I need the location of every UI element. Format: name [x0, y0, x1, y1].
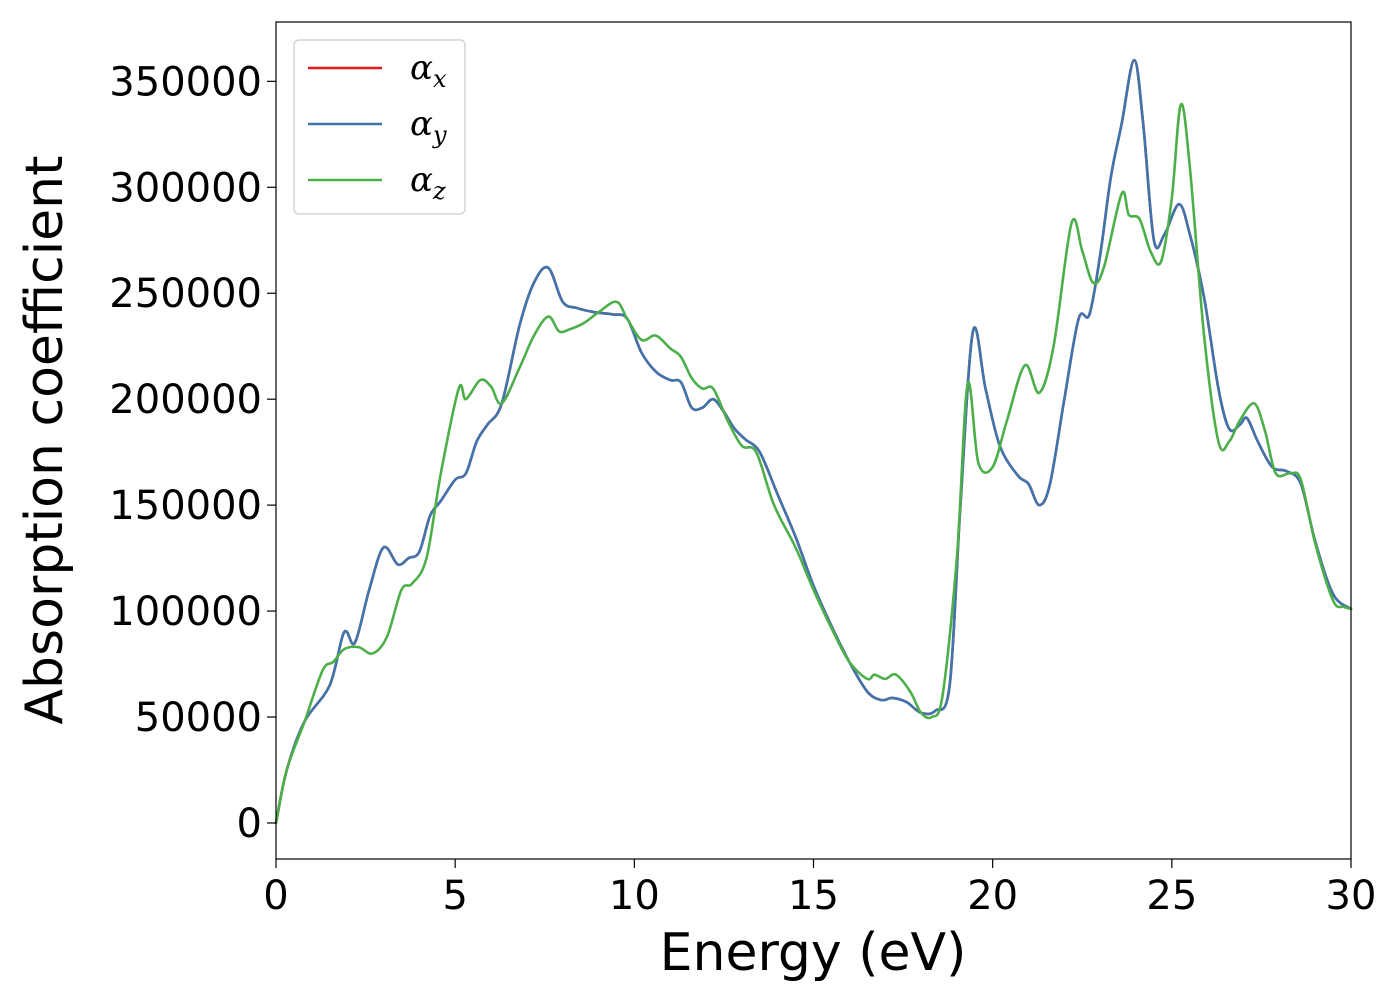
y-tick-label: 150000 — [109, 483, 262, 529]
y-tick-label: 200000 — [109, 377, 262, 423]
x-axis-title: Energy (eV) — [660, 923, 967, 983]
y-tick-label: 0 — [237, 801, 262, 847]
x-tick-label: 10 — [609, 873, 660, 919]
y-tick-label: 100000 — [109, 589, 262, 635]
series-line-z — [274, 102, 1353, 825]
x-tick-label: 15 — [788, 873, 839, 919]
y-axis-title: Absorption coefficient — [15, 155, 75, 724]
x-tick-label: 25 — [1146, 873, 1197, 919]
series-layer — [274, 58, 1353, 825]
series-line-y — [274, 58, 1353, 825]
y-axis: 0 50000 100000 150000 200000 250000 300000 3500… — [109, 59, 276, 847]
x-tick-label: 20 — [967, 873, 1018, 919]
y-tick-label: 350000 — [109, 59, 262, 105]
x-tick-label: 5 — [442, 873, 467, 919]
x-axis: 0 5 10 15 20 25 30 — [263, 859, 1376, 919]
legend-label-z: αz — [410, 160, 446, 205]
y-tick-label: 50000 — [135, 695, 262, 741]
legend-label-x: αx — [410, 48, 447, 93]
legend-label-y: αy — [410, 104, 447, 149]
legend-box — [293, 39, 466, 215]
legend: αx αy αz — [293, 39, 466, 215]
x-tick-label: 30 — [1326, 873, 1377, 919]
y-tick-label: 300000 — [109, 165, 262, 211]
y-tick-label: 250000 — [109, 271, 262, 317]
x-tick-label: 0 — [263, 873, 288, 919]
